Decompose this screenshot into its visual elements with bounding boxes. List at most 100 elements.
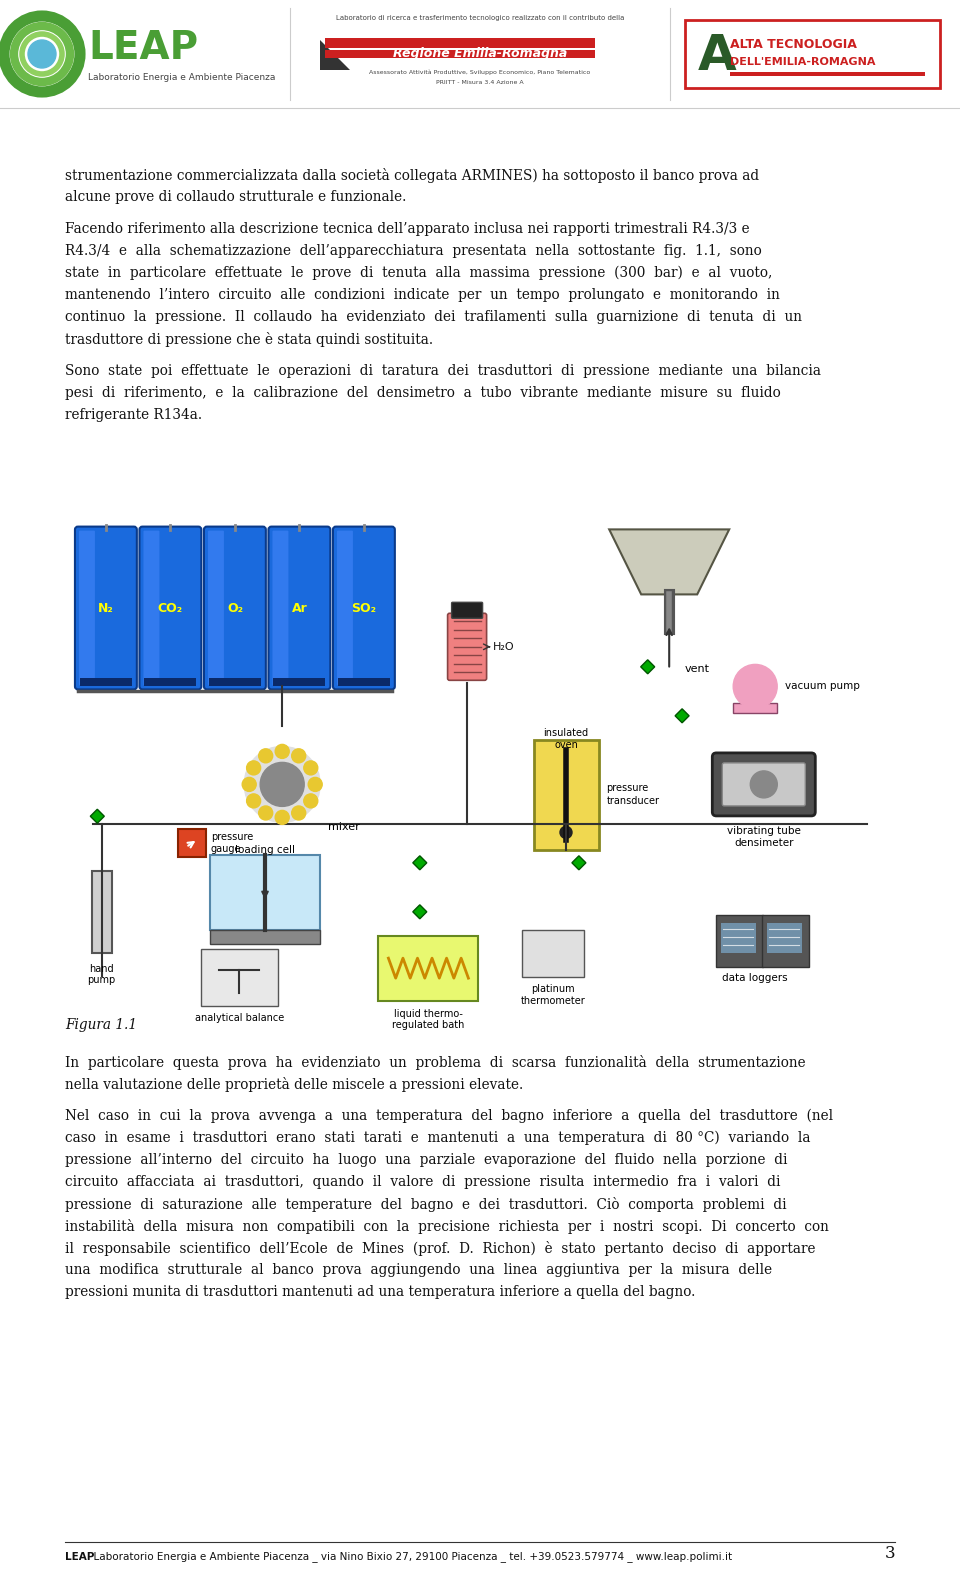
Polygon shape (413, 856, 427, 869)
FancyBboxPatch shape (733, 704, 778, 713)
Text: LEAP: LEAP (65, 1552, 94, 1562)
Circle shape (247, 761, 260, 775)
FancyBboxPatch shape (91, 871, 111, 952)
Text: platinum
thermometer: platinum thermometer (520, 984, 586, 1006)
Text: data loggers: data loggers (722, 973, 788, 982)
Text: alcune prove di collaudo strutturale e funzionale.: alcune prove di collaudo strutturale e f… (65, 189, 406, 204)
Text: Laboratorio Energia e Ambiente Piacenza: Laboratorio Energia e Ambiente Piacenza (88, 73, 276, 83)
Text: il  responsabile  scientifico  dell’Ecole  de  Mines  (prof.  D.  Richon)  è  st: il responsabile scientifico dell’Ecole d… (65, 1242, 815, 1256)
Text: SO₂: SO₂ (351, 602, 376, 615)
Text: Sono  state  poi  effettuate  le  operazioni  di  taratura  dei  trasduttori  di: Sono state poi effettuate le operazioni … (65, 365, 821, 377)
Text: vacuum pump: vacuum pump (785, 681, 860, 691)
Text: mixer: mixer (328, 823, 360, 833)
Circle shape (276, 810, 289, 825)
Text: pressioni munita di trasduttori mantenuti ad una temperatura inferiore a quella : pressioni munita di trasduttori mantenut… (65, 1285, 695, 1299)
FancyBboxPatch shape (716, 915, 763, 966)
Circle shape (303, 794, 318, 807)
Text: loading cell: loading cell (235, 845, 295, 855)
FancyBboxPatch shape (139, 527, 202, 689)
Text: Facendo riferimento alla descrizione tecnica dell’apparato inclusa nei rapporti : Facendo riferimento alla descrizione tec… (65, 221, 750, 236)
Circle shape (308, 777, 323, 791)
FancyBboxPatch shape (451, 602, 483, 618)
Text: 3: 3 (884, 1544, 895, 1562)
Text: caso  in  esame  i  trasduttori  erano  stati  tarati  e  mantenuti  a  una  tem: caso in esame i trasduttori erano stati … (65, 1130, 810, 1145)
FancyBboxPatch shape (208, 530, 224, 686)
FancyBboxPatch shape (178, 829, 205, 856)
FancyBboxPatch shape (712, 753, 815, 817)
FancyBboxPatch shape (378, 936, 478, 1001)
Text: pressione  di  saturazione  alle  temperature  del  bagno  e  dei  trasduttori. : pressione di saturazione alle temperatur… (65, 1197, 786, 1212)
Text: mantenendo  l’intero  circuito  alle  condizioni  indicate  per  un  tempo  prol: mantenendo l’intero circuito alle condiz… (65, 288, 780, 302)
Text: PRIITT - Misura 3.4 Azione A: PRIITT - Misura 3.4 Azione A (436, 80, 524, 84)
Text: ALTA TECNOLOGIA: ALTA TECNOLOGIA (730, 38, 857, 51)
Text: Assessorato Attività Produttive, Sviluppo Economico, Piano Telematico: Assessorato Attività Produttive, Svilupp… (370, 68, 590, 75)
Text: In  particolare  questa  prova  ha  evidenziato  un  problema  di  scarsa  funzi: In particolare questa prova ha evidenzia… (65, 1055, 805, 1070)
Text: A: A (698, 32, 736, 80)
Text: vent: vent (684, 664, 709, 675)
FancyBboxPatch shape (762, 915, 809, 966)
FancyBboxPatch shape (144, 678, 197, 686)
Circle shape (260, 763, 304, 807)
Text: O₂: O₂ (227, 602, 243, 615)
Text: Laboratorio di ricerca e trasferimento tecnologico realizzato con il contributo : Laboratorio di ricerca e trasferimento t… (336, 14, 624, 21)
Text: trasduttore di pressione che è stata quindi sostituita.: trasduttore di pressione che è stata qui… (65, 333, 433, 347)
FancyBboxPatch shape (209, 678, 261, 686)
Text: insulated
oven: insulated oven (543, 729, 588, 750)
Circle shape (292, 806, 305, 820)
Text: strumentazione commercializzata dalla società collegata ARMINES) ha sottoposto i: strumentazione commercializzata dalla so… (65, 169, 759, 183)
Text: refrigerante R134a.: refrigerante R134a. (65, 408, 203, 422)
FancyBboxPatch shape (721, 923, 756, 954)
Circle shape (258, 806, 273, 820)
FancyBboxPatch shape (80, 678, 132, 686)
FancyBboxPatch shape (75, 527, 137, 689)
FancyBboxPatch shape (337, 530, 353, 686)
Text: nella valutazione delle proprietà delle miscele a pressioni elevate.: nella valutazione delle proprietà delle … (65, 1078, 523, 1092)
Circle shape (258, 748, 273, 763)
Text: instabilità  della  misura  non  compatibili  con  la  precisione  richiesta  pe: instabilità della misura non compatibili… (65, 1219, 828, 1234)
Circle shape (247, 794, 260, 807)
Polygon shape (640, 659, 655, 673)
Text: continuo  la  pressione.  Il  collaudo  ha  evidenziato  dei  trafilamenti  sull: continuo la pressione. Il collaudo ha ev… (65, 310, 802, 325)
Text: liquid thermo-
regulated bath: liquid thermo- regulated bath (393, 1009, 465, 1030)
Text: pressione  all’interno  del  circuito  ha  luogo  una  parziale  evaporazione  d: pressione all’interno del circuito ha lu… (65, 1153, 787, 1167)
Circle shape (242, 777, 256, 791)
Polygon shape (572, 856, 586, 869)
FancyBboxPatch shape (273, 530, 288, 686)
Text: N₂: N₂ (98, 602, 114, 615)
FancyBboxPatch shape (722, 763, 805, 806)
Text: analytical balance: analytical balance (195, 1014, 284, 1024)
Text: state  in  particolare  effettuate  le  prove  di  tenuta  alla  massima  pressi: state in particolare effettuate le prove… (65, 266, 773, 280)
Polygon shape (675, 708, 689, 723)
Text: pressure
gauge: pressure gauge (211, 833, 253, 853)
FancyBboxPatch shape (333, 527, 395, 689)
Text: DELL'EMILIA-ROMAGNA: DELL'EMILIA-ROMAGNA (730, 57, 876, 67)
Text: Ar: Ar (292, 602, 307, 615)
FancyBboxPatch shape (685, 21, 940, 88)
FancyBboxPatch shape (447, 613, 487, 680)
Text: R4.3/4  e  alla  schematizzazione  dell’apparecchiatura  presentata  nella  sott: R4.3/4 e alla schematizzazione dell’appa… (65, 244, 761, 258)
Circle shape (733, 664, 778, 708)
Polygon shape (90, 809, 105, 823)
FancyBboxPatch shape (338, 678, 390, 686)
Circle shape (303, 761, 318, 775)
FancyBboxPatch shape (325, 38, 595, 48)
Text: una  modifica  strutturale  al  banco  prova  aggiungendo  una  linea  aggiuntiv: una modifica strutturale al banco prova … (65, 1262, 772, 1277)
Polygon shape (320, 40, 350, 70)
FancyBboxPatch shape (274, 678, 325, 686)
Circle shape (751, 771, 778, 798)
Text: Laboratorio Energia e Ambiente Piacenza _ via Nino Bixio 27, 29100 Piacenza _ te: Laboratorio Energia e Ambiente Piacenza … (87, 1551, 732, 1562)
FancyBboxPatch shape (269, 527, 330, 689)
Circle shape (560, 826, 572, 839)
FancyBboxPatch shape (210, 855, 320, 930)
Text: Nel  caso  in  cui  la  prova  avvenga  a  una  temperatura  del  bagno  inferio: Nel caso in cui la prova avvenga a una t… (65, 1110, 833, 1124)
Text: Regione Emilia-Romagna: Regione Emilia-Romagna (393, 48, 567, 60)
Text: circuito  affacciata  ai  trasduttori,  quando  il  valore  di  pressione  risul: circuito affacciata ai trasduttori, quan… (65, 1175, 780, 1189)
Text: pressure
transducer: pressure transducer (607, 783, 660, 806)
FancyBboxPatch shape (325, 49, 595, 57)
Circle shape (28, 40, 56, 68)
FancyBboxPatch shape (767, 923, 803, 954)
Text: Figura 1.1: Figura 1.1 (65, 1017, 137, 1032)
FancyBboxPatch shape (210, 930, 320, 944)
Text: CO₂: CO₂ (157, 602, 183, 615)
FancyBboxPatch shape (522, 930, 584, 977)
